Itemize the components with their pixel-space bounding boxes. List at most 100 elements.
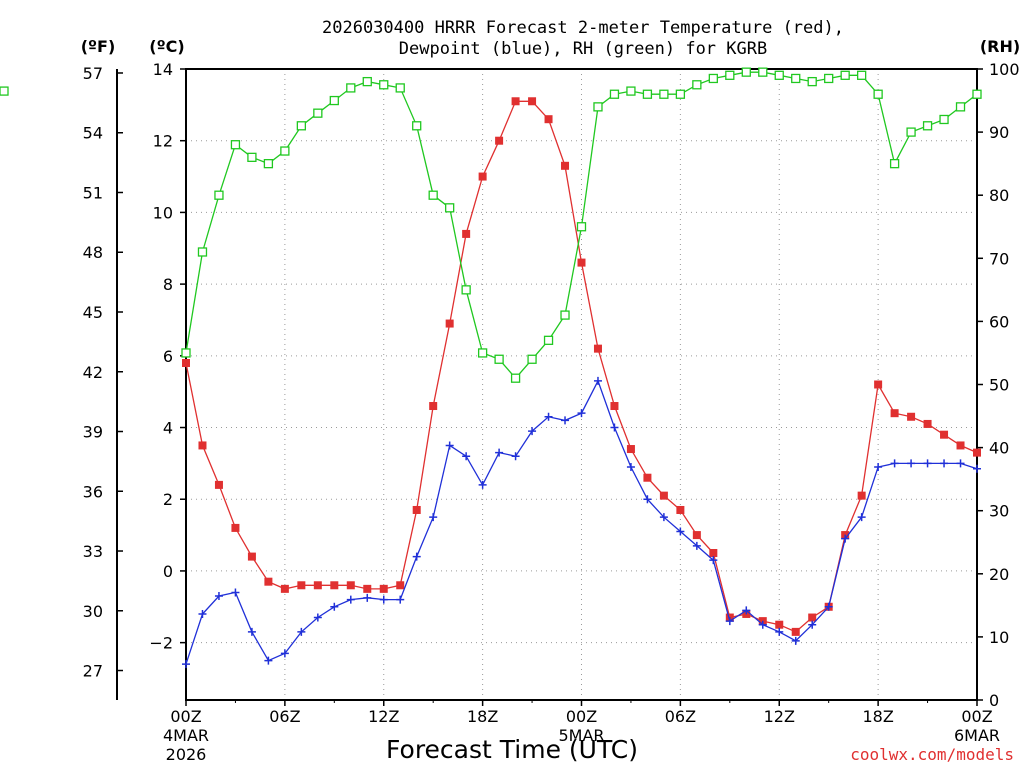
- temperature-point: [808, 613, 817, 622]
- temperature-point: [593, 344, 602, 353]
- y-axis-celsius-unit: (ºC): [149, 37, 184, 56]
- temperature-point: [297, 581, 306, 590]
- y-tick-label-celsius: −2: [149, 634, 173, 653]
- y-tick-label-rh: 100: [989, 60, 1020, 79]
- rh-point: [428, 190, 438, 200]
- temperature-point: [577, 258, 586, 267]
- y-axis-rh-unit: (RH): [980, 37, 1020, 56]
- dewpoint-point: [198, 609, 207, 618]
- dewpoint-point: [643, 495, 652, 504]
- y-tick-label-rh: 70: [989, 249, 1009, 268]
- temperature-point: [692, 531, 701, 540]
- dewpoint-point: [478, 480, 487, 489]
- rh-point: [741, 67, 751, 77]
- dewpoint-point: [973, 464, 981, 473]
- dewpoint-point: [462, 452, 471, 461]
- dewpoint-point: [791, 636, 800, 645]
- y-tick-label-fahrenheit: 27: [83, 662, 103, 681]
- dewpoint-point: [775, 627, 784, 636]
- rh-point: [263, 158, 274, 169]
- dewpoint-point: [247, 627, 256, 636]
- temperature-point: [330, 581, 339, 590]
- temperature-point: [544, 115, 553, 124]
- rh-point: [527, 354, 537, 364]
- dewpoint-point: [561, 416, 570, 425]
- temperature-point: [445, 319, 454, 328]
- dewpoint-point: [857, 513, 866, 522]
- rh-point: [477, 348, 488, 358]
- temperature-point: [857, 491, 866, 500]
- temperature-point: [511, 97, 520, 106]
- rh-point: [412, 121, 422, 131]
- dewpoint-point: [940, 459, 949, 468]
- x-tick-label: 12Z: [764, 707, 795, 726]
- temperature-line: [185, 100, 978, 633]
- temperature-point: [775, 620, 784, 629]
- rh-point: [791, 73, 801, 84]
- temperature-point: [280, 584, 289, 593]
- temperature-point: [626, 445, 635, 454]
- rh-point: [230, 140, 241, 150]
- x-tick-date-label: 4MAR: [163, 726, 209, 745]
- axis-ticks: −2 0 2 4 6 8 10 12 14 27 30 33 36 39 42 45 48 51 54 57 0 10 20…: [83, 60, 1020, 764]
- temperature-point: [412, 505, 421, 514]
- y-tick-label-fahrenheit: 45: [83, 303, 103, 322]
- dewpoint-point: [396, 595, 405, 604]
- y-tick-label-celsius: 10: [153, 203, 173, 222]
- y-tick-label-rh: 60: [989, 312, 1009, 331]
- temperature-point: [791, 627, 800, 636]
- y-tick-label-rh: 80: [989, 186, 1009, 205]
- rh-point: [609, 89, 620, 99]
- temperature-point: [709, 549, 718, 558]
- dewpoint-point: [231, 588, 240, 597]
- rh-point: [494, 354, 504, 364]
- dewpoint-point: [742, 606, 751, 615]
- temperature-point: [462, 229, 471, 238]
- dewpoint-point: [280, 649, 289, 658]
- rh-point: [346, 83, 356, 93]
- rh-point: [725, 70, 735, 80]
- rh-point: [840, 70, 850, 80]
- rh-point: [807, 76, 817, 87]
- y-tick-label-fahrenheit: 30: [83, 602, 103, 621]
- rh-point: [675, 89, 686, 99]
- y-tick-label-celsius: 2: [163, 490, 173, 509]
- credit-text: coolwx.com/models: [850, 745, 1014, 764]
- temperature-point: [478, 172, 487, 181]
- chart-axes: [116, 68, 978, 701]
- x-tick-year-label: 2026: [166, 745, 207, 764]
- rh-point: [856, 70, 867, 80]
- rh-point: [873, 89, 883, 99]
- dewpoint-point: [626, 462, 635, 471]
- y-tick-label-fahrenheit: 48: [83, 243, 103, 262]
- dewpoint-point: [709, 556, 718, 565]
- temperature-point: [214, 480, 223, 489]
- temperature-point: [923, 419, 932, 428]
- rh-point: [313, 108, 323, 118]
- y-tick-label-celsius: 14: [153, 60, 173, 79]
- rh-point: [197, 247, 208, 257]
- rh-point: [774, 70, 784, 80]
- rh-point: [181, 348, 191, 358]
- y-tick-label-rh: 10: [989, 628, 1009, 647]
- rh-point: [510, 373, 521, 383]
- dewpoint-point: [313, 613, 322, 622]
- rh-point: [445, 203, 455, 213]
- dewpoint-point: [346, 595, 355, 604]
- y-tick-label-fahrenheit: 57: [83, 64, 103, 83]
- temperature-point: [429, 402, 438, 411]
- temperature-point: [528, 97, 537, 106]
- temperature-point: [346, 581, 355, 590]
- rh-point: [247, 152, 257, 162]
- rh-point: [395, 83, 405, 93]
- temperature-point: [643, 473, 652, 482]
- dewpoint-point: [758, 620, 767, 629]
- x-axis-label: Forecast Time (UTC): [386, 735, 638, 764]
- x-tick-label: 06Z: [665, 707, 696, 726]
- rh-point: [329, 95, 339, 106]
- dewpoint-point: [412, 552, 421, 561]
- dewpoint-point: [808, 620, 817, 629]
- dewpoint-point: [511, 452, 520, 461]
- dewpoint-point: [214, 592, 223, 601]
